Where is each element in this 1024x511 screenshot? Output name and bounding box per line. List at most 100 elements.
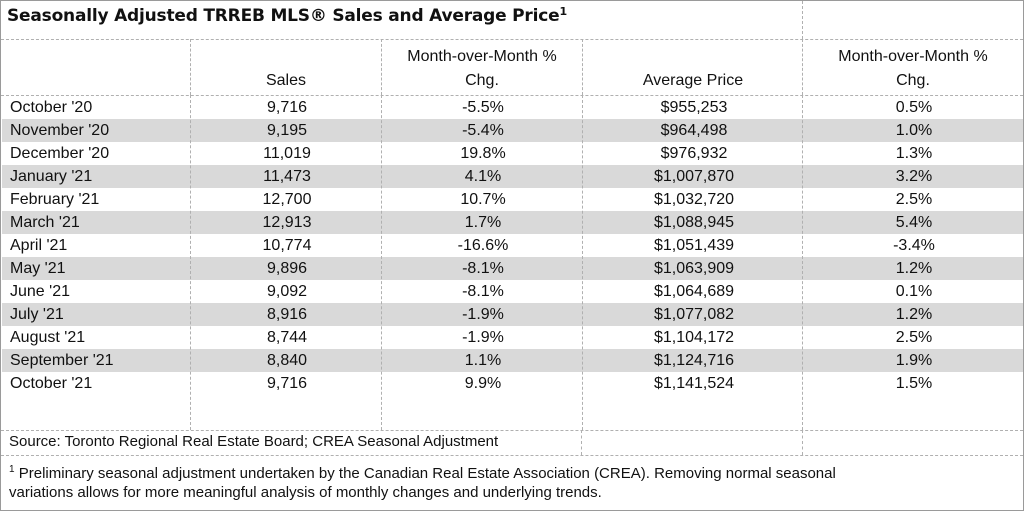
footnote-marker: 1: [9, 464, 15, 475]
month-cell: October '21: [10, 375, 93, 392]
sales-cell: 12,700: [262, 191, 312, 208]
price-change-cell: 0.1%: [895, 283, 933, 300]
price-change-cell: 1.2%: [895, 260, 933, 277]
footnote-line-2: variations allows for more meaningful an…: [9, 484, 602, 501]
grid-line: [190, 39, 191, 95]
grid-line: [581, 430, 582, 455]
sales-change-cell: 4.1%: [464, 168, 502, 185]
table-row: October '21 9,716 9.9% $1,141,524 1.5%: [2, 372, 1023, 395]
sales-change-cell: 9.9%: [464, 375, 502, 392]
avg-price-cell: $1,088,945: [653, 214, 735, 231]
grid-line: [1, 455, 1023, 456]
month-cell: September '21: [10, 352, 114, 369]
header-sales: Sales: [265, 72, 307, 89]
sales-cell: 11,019: [263, 145, 311, 162]
sales-change-cell: 10.7%: [460, 191, 506, 208]
grid-line: [802, 1, 803, 39]
table-row: December '20 11,019 19.8% $976,932 1.3%: [2, 142, 1023, 165]
sales-change-cell: 19.8%: [460, 145, 506, 162]
month-cell: January '21: [10, 168, 93, 185]
sales-cell: 12,913: [262, 214, 312, 231]
avg-price-cell: $1,032,720: [653, 191, 735, 208]
sales-change-cell: 1.7%: [464, 214, 502, 231]
grid-line: [1, 39, 1023, 40]
table-row: September '21 8,840 1.1% $1,124,716 1.9%: [2, 349, 1023, 372]
price-change-cell: 5.4%: [895, 214, 933, 231]
grid-line: [802, 430, 803, 455]
grid-line: [190, 95, 191, 430]
table-row: August '21 8,744 -1.9% $1,104,172 2.5%: [2, 326, 1023, 349]
avg-price-cell: $976,932: [660, 145, 728, 162]
sales-change-cell: -8.1%: [462, 283, 504, 300]
sales-change-cell: -1.9%: [462, 329, 504, 346]
month-cell: May '21: [10, 260, 66, 277]
table-title: Seasonally Adjusted TRREB MLS® Sales and…: [7, 5, 567, 26]
grid-line: [582, 39, 583, 95]
price-change-cell: 3.2%: [895, 168, 933, 185]
table-title-text: Seasonally Adjusted TRREB MLS® Sales and…: [7, 6, 560, 26]
sales-cell: 9,896: [266, 260, 308, 277]
table-row: October '20 9,716 -5.5% $955,253 0.5%: [2, 96, 1023, 119]
month-cell: July '21: [10, 306, 64, 323]
sales-cell: 8,840: [266, 352, 308, 369]
table-row: May '21 9,896 -8.1% $1,063,909 1.2%: [2, 257, 1023, 280]
footnote-text-1: Preliminary seasonal adjustment undertak…: [18, 465, 836, 482]
month-cell: April '21: [10, 237, 68, 254]
header-price-mom-line2: Chg.: [896, 72, 930, 89]
sales-cell: 9,092: [266, 283, 308, 300]
table-row: January '21 11,473 4.1% $1,007,870 3.2%: [2, 165, 1023, 188]
month-cell: March '21: [10, 214, 80, 231]
table-row: November '20 9,195 -5.4% $964,498 1.0%: [2, 119, 1023, 142]
price-change-cell: 1.0%: [895, 122, 933, 139]
header-sales-mom-line2: Chg.: [465, 72, 499, 89]
sales-cell: 10,774: [262, 237, 312, 254]
sales-cell: 9,716: [266, 99, 308, 116]
table-row: April '21 10,774 -16.6% $1,051,439 -3.4%: [2, 234, 1023, 257]
header-avg-price: Average Price: [642, 72, 744, 89]
price-change-cell: -3.4%: [893, 237, 935, 254]
price-change-cell: 1.2%: [895, 306, 933, 323]
sales-cell: 9,195: [266, 122, 308, 139]
avg-price-cell: $1,064,689: [653, 283, 735, 300]
avg-price-cell: $1,007,870: [653, 168, 735, 185]
price-change-cell: 2.5%: [895, 191, 933, 208]
avg-price-cell: $1,077,082: [653, 306, 735, 323]
month-cell: August '21: [10, 329, 86, 346]
price-change-cell: 2.5%: [895, 329, 933, 346]
sales-cell: 8,744: [266, 329, 308, 346]
price-change-cell: 0.5%: [895, 99, 933, 116]
sales-change-cell: -5.4%: [462, 122, 504, 139]
title-footnote-marker: 1: [559, 5, 567, 18]
sales-cell: 9,716: [266, 375, 308, 392]
price-change-cell: 1.3%: [895, 145, 933, 162]
sales-change-cell: -8.1%: [462, 260, 504, 277]
avg-price-cell: $955,253: [660, 99, 728, 116]
avg-price-cell: $1,141,524: [653, 375, 735, 392]
table-row: February '21 12,700 10.7% $1,032,720 2.5…: [2, 188, 1023, 211]
table-row: March '21 12,913 1.7% $1,088,945 5.4%: [2, 211, 1023, 234]
grid-line: [381, 95, 382, 430]
table-row: July '21 8,916 -1.9% $1,077,082 1.2%: [2, 303, 1023, 326]
grid-line: [802, 39, 803, 95]
footnote-line-1: 1 Preliminary seasonal adjustment undert…: [9, 459, 836, 485]
header-sales-mom-line1: Month-over-Month %: [407, 48, 557, 65]
month-cell: November '20: [10, 122, 110, 139]
price-change-cell: 1.5%: [895, 375, 933, 392]
price-change-cell: 1.9%: [895, 352, 933, 369]
grid-line: [582, 95, 583, 430]
sales-change-cell: -1.9%: [462, 306, 504, 323]
grid-line: [802, 95, 803, 430]
table-row: June '21 9,092 -8.1% $1,064,689 0.1%: [2, 280, 1023, 303]
sales-change-cell: 1.1%: [464, 352, 502, 369]
month-cell: February '21: [10, 191, 100, 208]
sales-cell: 8,916: [266, 306, 308, 323]
avg-price-cell: $1,104,172: [653, 329, 735, 346]
source-note: Source: Toronto Regional Real Estate Boa…: [9, 433, 499, 450]
sales-change-cell: -5.5%: [462, 99, 504, 116]
grid-line: [1, 430, 1023, 431]
grid-line: [381, 39, 382, 95]
sales-cell: 11,473: [263, 168, 311, 185]
avg-price-cell: $1,063,909: [653, 260, 735, 277]
avg-price-cell: $964,498: [660, 122, 728, 139]
